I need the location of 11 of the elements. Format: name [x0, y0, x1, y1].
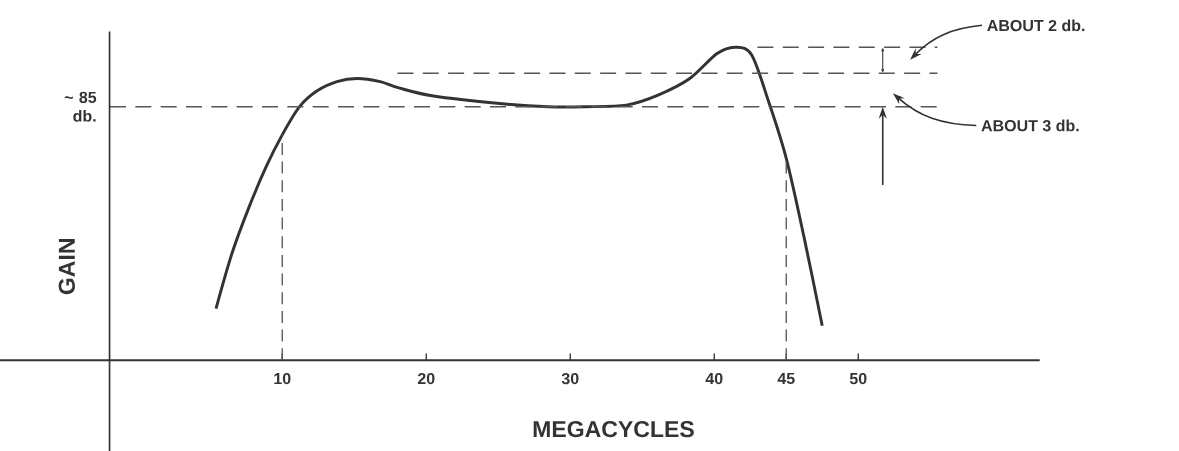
x-tick-label: 20 — [417, 372, 435, 385]
x-tick-label: 45 — [777, 372, 795, 385]
x-tick-label: 10 — [274, 372, 291, 385]
ref-line-label: ~ 85 db. — [64, 91, 97, 122]
x-axis-title: MEGACYCLES — [533, 420, 694, 438]
x-tick-label: 30 — [561, 372, 579, 385]
text: ABOUT 2 db. — [987, 19, 1085, 32]
annotation: ABOUT 3 db. — [981, 119, 1079, 132]
x-tick-label: 50 — [849, 372, 867, 385]
x-tick-label: 40 — [705, 372, 723, 385]
y-axis-title: GAIN — [58, 239, 75, 295]
